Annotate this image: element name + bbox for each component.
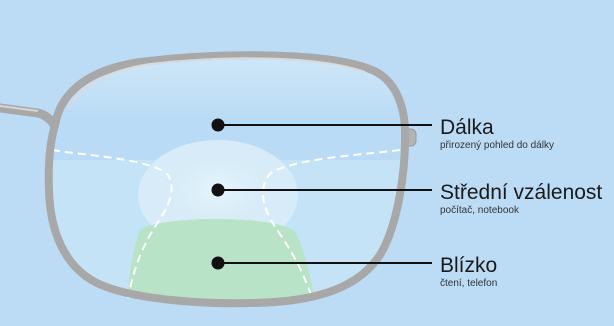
zone-subtitle-intermediate: počítač, notebook <box>440 205 520 216</box>
zone-title-near: Blízko <box>440 254 497 277</box>
frame-rim-highlight <box>69 57 366 109</box>
marker-far <box>211 118 225 132</box>
near-zone <box>125 219 318 304</box>
zone-subtitle-near: čtení, telefon <box>440 278 497 289</box>
zone-subtitle-far: přirozený pohled do dálky <box>440 140 554 151</box>
frame-rim <box>44 51 410 308</box>
left-zone-boundary <box>51 149 173 299</box>
temple-arm-highlight <box>0 105 39 112</box>
marker-near <box>211 256 225 270</box>
zone-title-far: Dálka <box>440 116 494 139</box>
right-zone-boundary <box>262 149 401 299</box>
marker-intermediate <box>211 183 225 197</box>
zone-title-intermediate: Střední vzálenost <box>440 181 602 204</box>
